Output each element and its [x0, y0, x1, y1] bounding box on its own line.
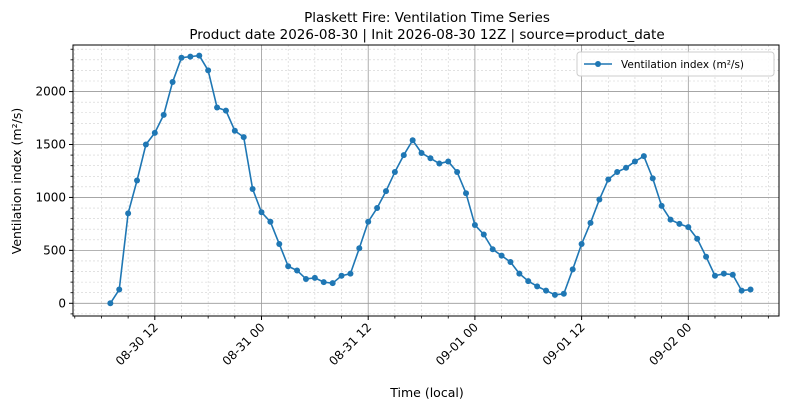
data-point [578, 241, 585, 248]
data-point [311, 274, 318, 281]
data-point [534, 283, 541, 290]
data-point [649, 175, 656, 182]
data-point [516, 270, 523, 277]
data-point [347, 270, 354, 277]
x-tick-label: 09-02 00 [646, 320, 694, 368]
x-tick-label: 09-01 00 [433, 320, 481, 368]
data-point [480, 231, 487, 238]
data-point [196, 52, 203, 59]
data-point [676, 220, 683, 227]
data-point [694, 235, 701, 242]
data-point [463, 190, 470, 197]
chart-title: Plaskett Fire: Ventilation Time Series [304, 10, 550, 26]
data-point [107, 300, 114, 307]
data-point [267, 218, 274, 225]
data-point [125, 210, 132, 217]
x-tick-label: 08-31 12 [326, 320, 374, 368]
data-point [658, 202, 665, 209]
data-point [160, 111, 167, 118]
x-tick-label: 08-31 00 [220, 320, 268, 368]
y-tick-label: 2000 [35, 85, 66, 99]
data-point [747, 286, 754, 293]
data-point [240, 134, 247, 141]
data-point [391, 169, 398, 176]
data-point [231, 127, 238, 134]
data-point [729, 271, 736, 278]
data-point [738, 287, 745, 294]
legend: Ventilation index (m²/s) [576, 51, 775, 77]
data-point [258, 209, 265, 216]
data-point [382, 188, 389, 195]
data-point [569, 266, 576, 273]
data-point [711, 272, 718, 279]
data-point [187, 53, 194, 60]
data-point [685, 224, 692, 231]
data-point [703, 253, 710, 260]
y-tick-label: 1500 [35, 138, 66, 152]
y-tick-label: 1000 [35, 190, 66, 204]
data-point [605, 176, 612, 183]
data-point [560, 290, 567, 297]
data-point [667, 216, 674, 223]
y-axis-label: Ventilation index (m²/s) [9, 108, 24, 254]
y-tick-label: 0 [58, 296, 66, 310]
data-point [471, 221, 478, 228]
data-point [587, 219, 594, 226]
data-point [205, 67, 212, 74]
data-point [294, 267, 301, 274]
data-point [498, 252, 505, 259]
plot-frame [72, 44, 780, 317]
chart-subtitle: Product date 2026-08-30 | Init 2026-08-3… [189, 27, 664, 43]
data-point [614, 169, 621, 176]
data-point [356, 245, 363, 252]
data-point [543, 287, 550, 294]
data-point [445, 158, 452, 165]
data-point [427, 155, 434, 162]
data-point [134, 177, 141, 184]
data-point [400, 152, 407, 159]
x-tick-label: 08-30 12 [113, 320, 161, 368]
data-point [436, 160, 443, 167]
data-point [142, 141, 149, 148]
data-point [320, 279, 327, 286]
data-point [302, 275, 309, 282]
data-point [365, 218, 372, 225]
data-point [178, 54, 185, 61]
data-point [454, 169, 461, 176]
data-point [507, 259, 514, 266]
data-point [151, 129, 158, 136]
legend-box [576, 51, 775, 77]
data-point [329, 280, 336, 287]
data-point [720, 270, 727, 277]
data-point [214, 104, 221, 111]
data-point [631, 158, 638, 165]
data-point [116, 286, 123, 293]
x-axis-label: Time (local) [389, 385, 463, 400]
data-point [489, 246, 496, 253]
y-tick-label: 500 [43, 243, 66, 257]
data-point [640, 153, 647, 160]
data-point [276, 241, 283, 248]
legend-marker-swatch [595, 61, 601, 67]
x-tick-label: 09-01 12 [540, 320, 588, 368]
data-point [623, 164, 630, 171]
data-point [551, 291, 558, 298]
data-point [169, 79, 176, 86]
data-point [338, 272, 345, 279]
data-point [285, 263, 292, 270]
data-point [525, 278, 532, 285]
axis-ticks: 08-30 12 08-31 00 08-31 12 09-01 00 09-01 12… [35, 48, 769, 368]
data-point [409, 137, 416, 144]
grid [73, 45, 779, 316]
data-point [374, 205, 381, 212]
plot-area [107, 52, 754, 307]
legend-label: Ventilation index (m²/s) [621, 59, 744, 71]
data-point [418, 149, 425, 156]
data-point [596, 196, 603, 203]
data-point [249, 185, 256, 192]
data-point [222, 107, 229, 114]
